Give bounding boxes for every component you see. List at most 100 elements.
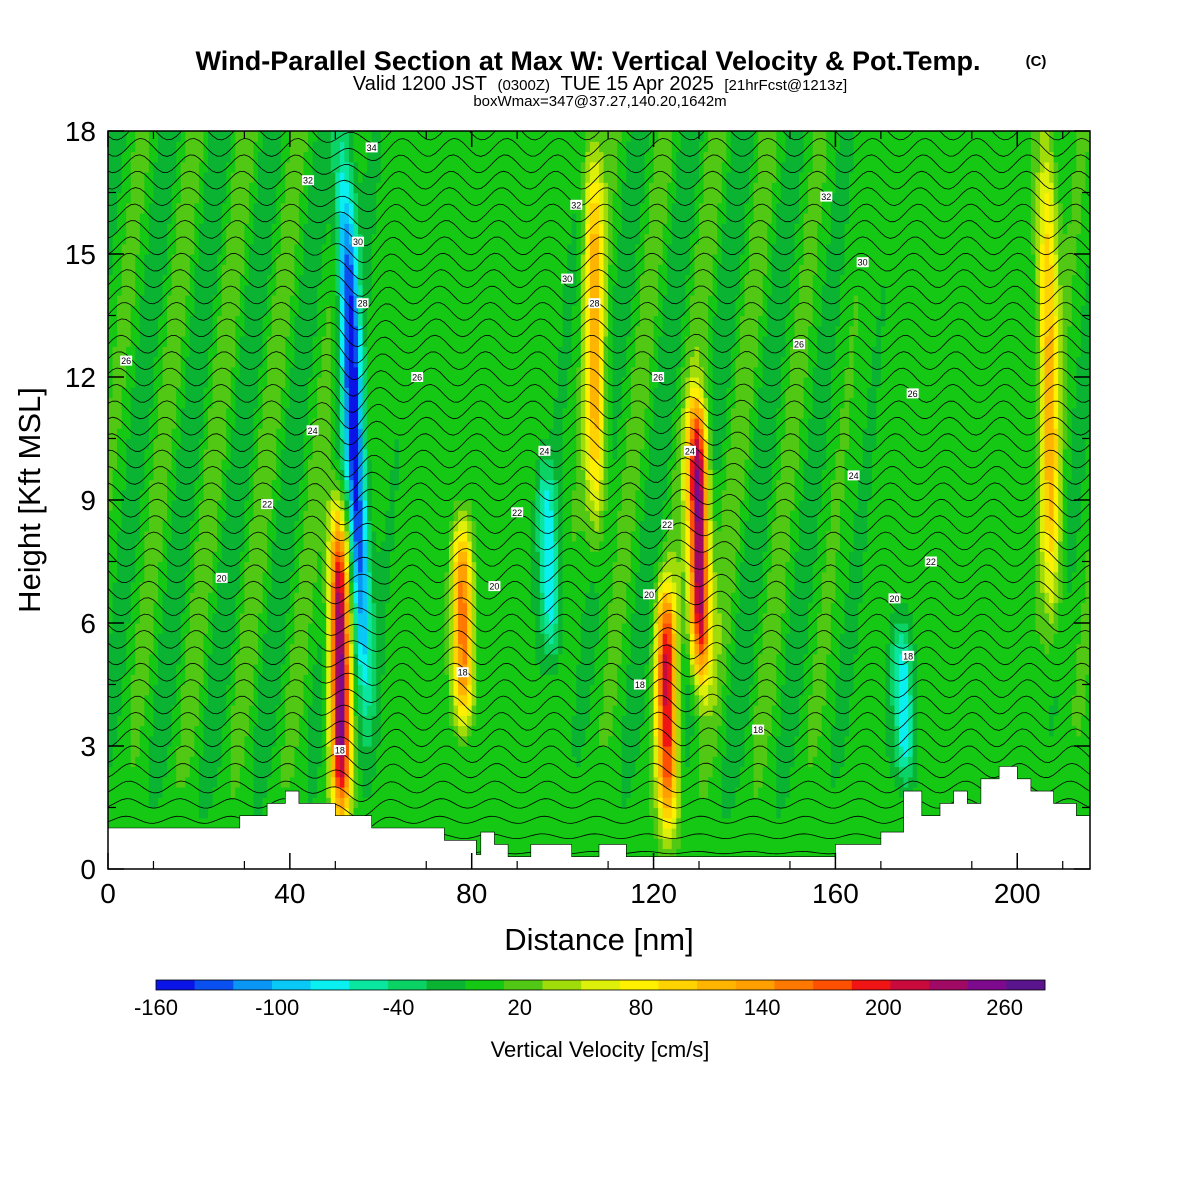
field-cell <box>171 643 177 655</box>
field-cell <box>217 284 223 296</box>
field-cell <box>367 561 373 573</box>
field-cell <box>167 582 173 593</box>
field-cell <box>348 735 355 747</box>
field-cell <box>198 305 205 317</box>
field-cell <box>294 776 300 788</box>
field-cell <box>235 202 241 214</box>
field-cell <box>298 366 305 378</box>
field-cell <box>130 336 136 347</box>
field-cell <box>176 172 182 183</box>
field-cell <box>344 725 350 737</box>
field-cell <box>126 541 132 552</box>
field-cell <box>326 623 332 634</box>
field-cell <box>267 643 273 655</box>
field-cell <box>126 500 132 511</box>
field-cell <box>389 735 396 747</box>
field-cell <box>239 448 245 460</box>
field-cell <box>362 746 368 757</box>
field-cell <box>117 151 123 163</box>
field-cell <box>230 448 236 460</box>
field-cell <box>262 602 268 614</box>
field-cell <box>112 612 118 624</box>
field-cell <box>208 592 214 604</box>
field-cell <box>144 387 150 399</box>
field-cell <box>353 459 359 470</box>
field-cell <box>235 623 241 634</box>
field-cell <box>262 684 268 696</box>
field-cell <box>380 131 386 142</box>
field-cell <box>335 756 341 768</box>
field-cell <box>389 428 396 440</box>
valid-utc: (0300Z) <box>497 77 550 94</box>
field-cell <box>408 295 414 306</box>
field-cell <box>171 612 177 624</box>
field-cell <box>312 756 318 768</box>
field-cell <box>271 459 277 470</box>
field-cell <box>121 315 127 327</box>
field-cell <box>139 131 145 142</box>
field-cell <box>298 346 305 358</box>
field-cell <box>189 633 195 645</box>
field-cell <box>276 479 282 491</box>
field-cell <box>303 633 309 645</box>
field-cell <box>248 746 255 757</box>
field-cell <box>194 571 200 583</box>
field-cell <box>403 161 409 173</box>
field-cell <box>198 500 205 511</box>
field-cell <box>239 407 245 419</box>
field-cell <box>371 161 377 173</box>
field-cell <box>285 284 291 296</box>
field-cell <box>394 735 400 747</box>
field-cell <box>412 530 418 542</box>
field-cell <box>298 377 305 388</box>
field-cell <box>276 141 282 153</box>
field-cell <box>248 346 255 358</box>
field-cell <box>358 397 364 409</box>
field-cell <box>312 694 318 706</box>
field-cell <box>144 612 150 624</box>
field-cell <box>162 715 168 727</box>
field-cell <box>258 653 264 665</box>
field-cell <box>348 623 355 634</box>
field-cell <box>162 746 168 757</box>
field-cell <box>226 284 232 296</box>
field-cell <box>217 469 223 481</box>
field-cell <box>230 243 236 255</box>
field-cell <box>362 243 368 255</box>
field-cell <box>317 254 323 265</box>
field-cell <box>244 407 250 419</box>
field-cell <box>230 438 236 450</box>
field-cell <box>185 356 191 368</box>
field-cell <box>258 213 264 224</box>
field-cell <box>185 172 191 183</box>
field-cell <box>294 582 300 593</box>
field-cell <box>130 387 136 399</box>
field-cell <box>235 131 241 142</box>
field-cell <box>248 469 255 481</box>
field-cell <box>162 653 168 665</box>
field-cell <box>262 653 268 665</box>
field-cell <box>312 161 318 173</box>
field-cell <box>130 530 136 542</box>
field-cell <box>344 756 350 768</box>
field-cell <box>312 530 318 542</box>
field-cell <box>153 192 159 204</box>
field-cell <box>135 694 141 706</box>
field-cell <box>158 346 164 358</box>
field-cell <box>403 715 409 727</box>
field-cell <box>167 664 173 675</box>
field-cell <box>208 561 214 573</box>
field-cell <box>371 766 377 778</box>
field-cell <box>112 756 118 768</box>
field-cell <box>312 571 318 583</box>
field-cell <box>276 653 282 665</box>
field-cell <box>294 274 300 286</box>
field-cell <box>408 233 414 245</box>
field-cell <box>194 418 200 429</box>
field-cell <box>117 797 123 809</box>
field-cell <box>312 192 318 204</box>
field-cell <box>358 684 364 696</box>
field-cell <box>321 141 327 153</box>
field-cell <box>403 551 409 563</box>
field-cell <box>258 643 264 655</box>
